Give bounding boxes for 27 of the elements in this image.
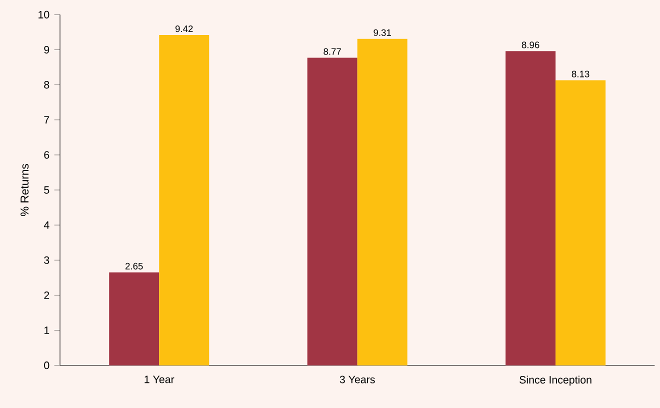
bar <box>109 272 160 366</box>
data-label: 9.31 <box>374 29 391 36</box>
y-tick-label: 4 <box>44 221 50 229</box>
data-label: 8.13 <box>572 70 590 78</box>
x-tick-label: 1 Year <box>144 376 174 384</box>
y-tick-label: 10 <box>38 10 50 18</box>
x-tick-label: Since Inception <box>520 376 592 386</box>
y-tick-label: 7 <box>44 116 50 124</box>
y-tick-label: 6 <box>44 151 50 159</box>
data-label: 8.96 <box>522 42 540 48</box>
y-tick-label: 8 <box>44 81 50 89</box>
x-tick-label: 3 Years <box>340 376 375 384</box>
bar <box>556 80 606 366</box>
bar <box>506 51 556 366</box>
bar <box>307 58 358 366</box>
data-label: 8.77 <box>324 48 341 55</box>
y-tick-label: 3 <box>44 256 50 264</box>
y-tick-label: 1 <box>44 326 50 334</box>
bar <box>159 35 210 366</box>
data-label: 2.65 <box>125 262 143 270</box>
y-tick-label: 9 <box>44 46 50 54</box>
y-tick-label: 0 <box>44 362 50 370</box>
bar <box>357 38 408 366</box>
y-tick-label: 2 <box>44 291 50 299</box>
y-tick-label: 5 <box>44 186 50 194</box>
data-label: 9.42 <box>175 25 193 32</box>
y-axis-title: % Returns <box>20 164 29 216</box>
